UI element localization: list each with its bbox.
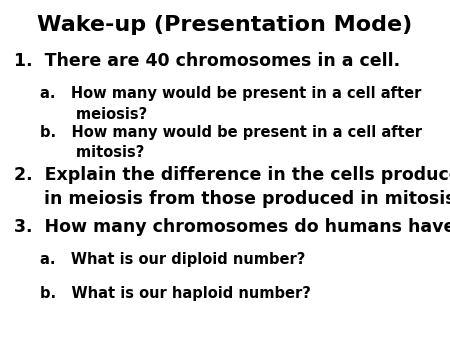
Text: 1.  There are 40 chromosomes in a cell.: 1. There are 40 chromosomes in a cell. xyxy=(14,52,400,70)
Text: a.   How many would be present in a cell after
       meiosis?: a. How many would be present in a cell a… xyxy=(40,86,422,122)
Text: b.   What is our haploid number?: b. What is our haploid number? xyxy=(40,286,311,300)
Text: a.   What is our diploid number?: a. What is our diploid number? xyxy=(40,252,306,267)
Text: 3.  How many chromosomes do humans have?: 3. How many chromosomes do humans have? xyxy=(14,218,450,236)
Text: 2.  Explain the difference in the cells produced
     in meiosis from those prod: 2. Explain the difference in the cells p… xyxy=(14,166,450,208)
Text: Wake-up (Presentation Mode): Wake-up (Presentation Mode) xyxy=(37,15,413,35)
Text: b.   How many would be present in a cell after
       mitosis?: b. How many would be present in a cell a… xyxy=(40,125,423,161)
